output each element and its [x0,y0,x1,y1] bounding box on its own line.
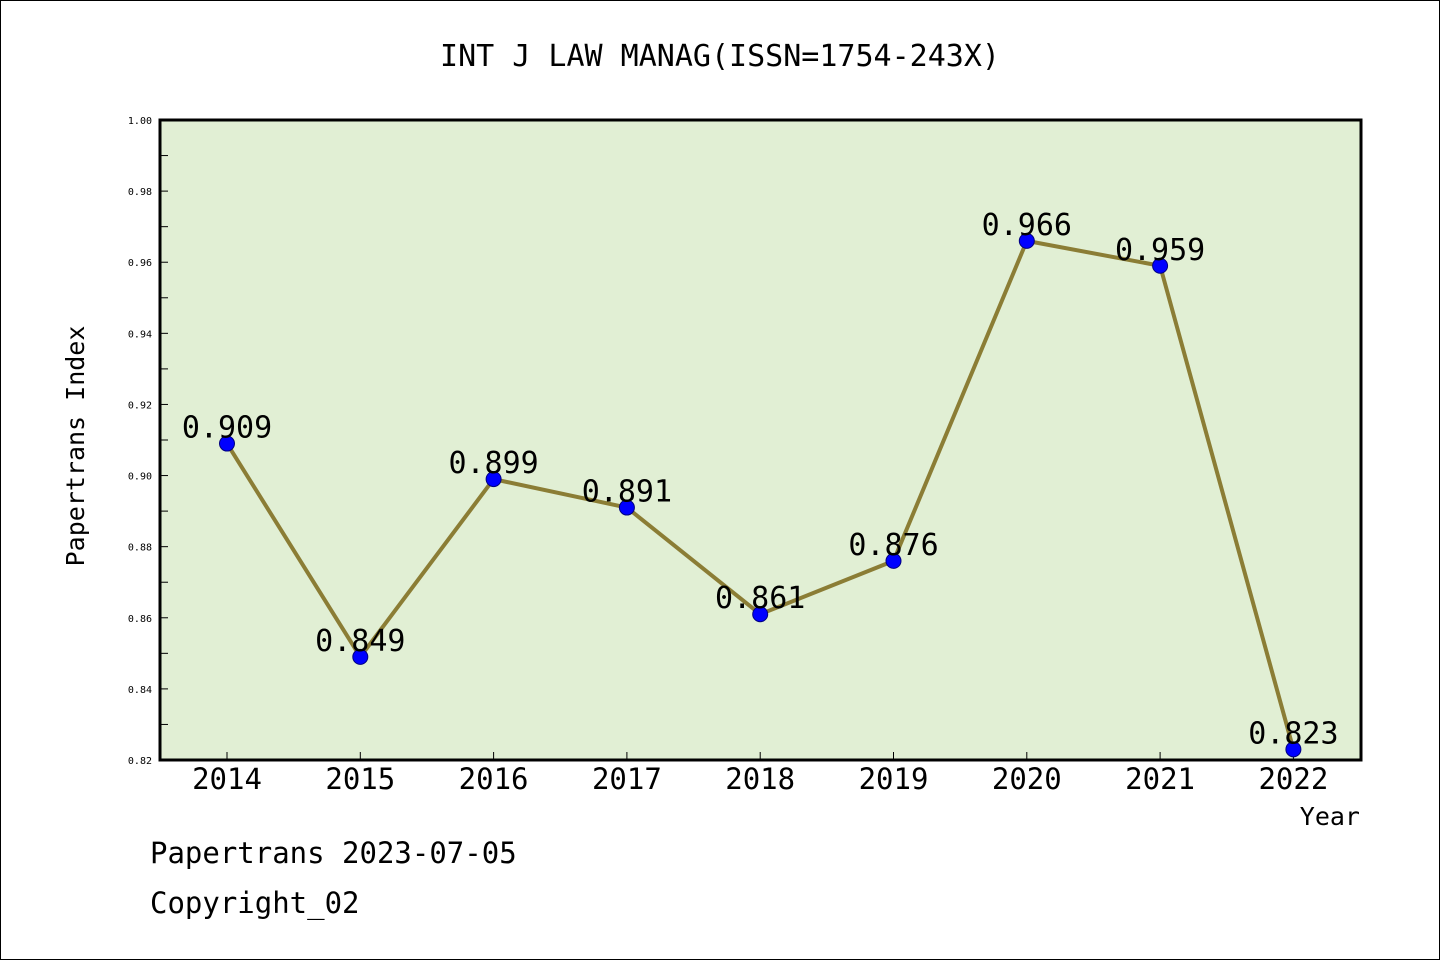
y-tick-label: 0.96 [128,258,152,269]
data-point [1018,232,1035,249]
y-tick-label: 0.88 [128,543,152,554]
x-tick-label: 2018 [725,762,795,796]
data-label: 0.861 [715,581,805,616]
x-tick-label: 2014 [192,762,262,796]
data-label: 0.876 [848,528,938,563]
y-tick-label: 0.98 [128,187,152,198]
y-axis-label: Papertrans Index [61,326,90,567]
chart-title: INT J LAW MANAG(ISSN=1754-243X) [440,39,1000,74]
y-tick-label: 0.84 [128,685,152,696]
data-label: 0.899 [448,446,538,481]
y-tick-label: 1.00 [128,116,152,127]
footer-copyright: Copyright_02 [150,886,360,920]
data-point [219,435,235,452]
data-point [1152,257,1169,274]
data-label: 0.823 [1248,716,1338,751]
data-label: 0.909 [182,411,272,446]
x-axis-label: Year [1300,802,1360,831]
y-tick-label: 0.86 [128,614,152,625]
x-tick-label: 2021 [1125,762,1195,796]
plot-area [160,120,1361,760]
x-tick-label: 2017 [592,762,662,796]
y-tick-label: 0.92 [128,400,152,411]
data-labels: 0.909 0.849 0.899 0.891 0.861 0.876 0.966 0.959… [182,208,1339,751]
x-tick-label: 2022 [1258,762,1328,796]
data-point [618,499,635,516]
x-tick-label: 2015 [325,762,395,796]
plot-border [158,118,1363,762]
data-point [485,471,502,488]
footer-source: Papertrans 2023-07-05 [150,836,517,870]
data-label: 0.849 [315,624,405,659]
y-tick-label: 0.94 [128,329,152,340]
data-markers [219,232,1302,758]
y-tick-label: 0.90 [128,472,152,483]
data-point [885,552,902,569]
x-axis-ticks: 2014 2015 2016 2017 2018 2019 2020 2021 2022 [192,752,1328,796]
y-tick-label: 0.82 [128,756,152,767]
data-label: 0.891 [582,475,672,510]
data-label: 0.966 [982,208,1072,243]
data-point [352,648,369,665]
x-tick-label: 2016 [459,762,529,796]
x-tick-label: 2020 [992,762,1062,796]
data-point [1285,741,1302,758]
data-point [752,606,769,623]
data-label: 0.959 [1115,233,1205,268]
x-tick-label: 2019 [859,762,929,796]
